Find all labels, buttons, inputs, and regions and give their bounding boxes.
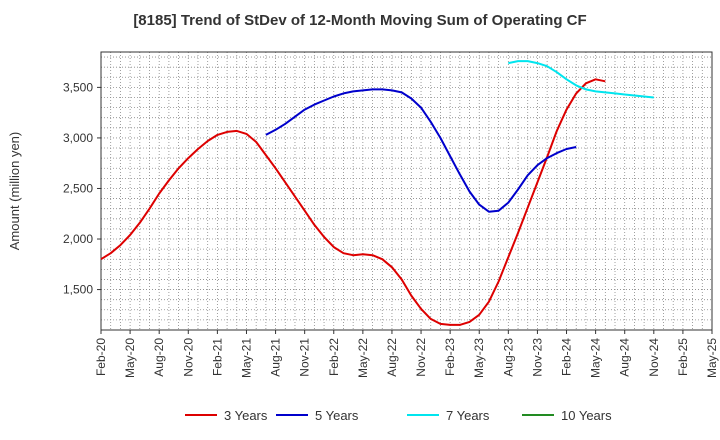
legend-label-5-years: 5 Years	[315, 408, 359, 423]
y-tick-label: 1,500	[63, 283, 93, 297]
plot-area	[100, 51, 713, 331]
x-tick-label: Feb-25	[676, 338, 690, 376]
x-tick-label: Nov-20	[181, 338, 195, 377]
x-tick-label: May-20	[123, 338, 137, 378]
x-tick-label: May-25	[705, 338, 719, 378]
x-tick-label: Nov-24	[647, 338, 661, 377]
series-line-3-years	[100, 78, 606, 326]
x-tick-label: Nov-21	[298, 338, 312, 377]
x-tick-label: Feb-24	[560, 338, 574, 376]
legend-label-3-years: 3 Years	[224, 408, 268, 423]
x-tick-label: May-21	[239, 338, 253, 378]
plot-frame	[100, 51, 713, 331]
y-axis-title: Amount (million yen)	[7, 132, 22, 251]
y-tick-label: 3,500	[63, 80, 93, 94]
y-tick-label: 2,000	[63, 232, 93, 246]
x-tick-label: Aug-24	[618, 338, 632, 377]
x-axis-ticks: Feb-20 May-20 Aug-20 Nov-20 Feb-21 May-21 Aug-…	[94, 330, 719, 378]
x-tick-label: Aug-23	[501, 338, 515, 377]
y-axis-ticks: 1,500 2,000 2,500 3,000 3,500	[63, 80, 101, 297]
x-tick-label: Feb-23	[443, 338, 457, 376]
y-tick-label: 2,500	[63, 181, 93, 195]
x-tick-label: Feb-22	[327, 338, 341, 376]
legend-label-10-years: 10 Years	[561, 408, 612, 423]
chart-title: [8185] Trend of StDev of 12-Month Moving…	[133, 12, 587, 29]
series-line-5-years	[265, 88, 577, 213]
x-tick-label: Aug-21	[269, 338, 283, 377]
legend: 3 Years 5 Years 7 Years 10 Years	[185, 408, 612, 423]
x-tick-label: Feb-20	[94, 338, 108, 376]
plot-background	[101, 52, 712, 330]
legend-label-7-years: 7 Years	[446, 408, 490, 423]
series-lines	[100, 60, 654, 326]
y-tick-label: 3,000	[63, 131, 93, 145]
x-tick-label: Aug-22	[385, 338, 399, 377]
x-tick-label: Aug-20	[152, 338, 166, 377]
x-tick-label: Feb-21	[210, 338, 224, 376]
x-tick-label: Nov-23	[530, 338, 544, 377]
series-line-7-years	[508, 60, 654, 99]
x-tick-label: Nov-22	[414, 338, 428, 377]
x-tick-label: May-23	[472, 338, 486, 378]
x-tick-label: May-24	[589, 338, 603, 378]
x-tick-label: May-22	[356, 338, 370, 378]
